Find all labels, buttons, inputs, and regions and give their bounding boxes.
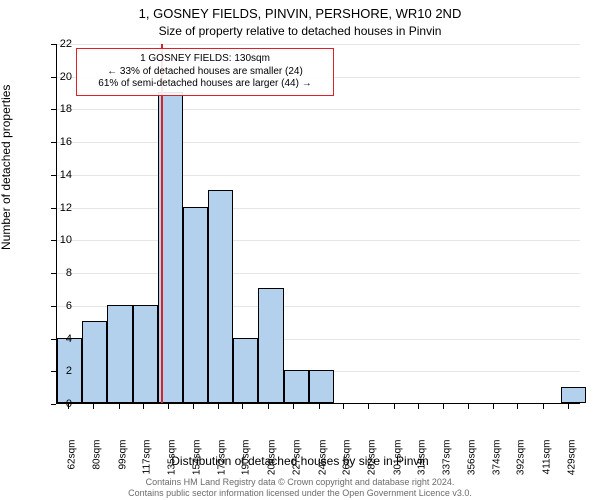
x-tick [443, 404, 444, 409]
histogram-bar [183, 207, 208, 403]
x-tick [368, 404, 369, 409]
x-tick [119, 404, 120, 409]
annotation-box: 1 GOSNEY FIELDS: 130sqm← 33% of detached… [76, 48, 334, 96]
annotation-line: 1 GOSNEY FIELDS: 130sqm [83, 53, 327, 66]
x-tick-label: 99sqm [117, 440, 128, 488]
x-tick [468, 404, 469, 409]
x-tick-label: 319sqm [417, 440, 428, 488]
gridline [57, 240, 580, 241]
gridline [57, 44, 580, 45]
x-tick-label: 172sqm [216, 440, 227, 488]
y-tick-label: 14 [52, 169, 72, 181]
x-tick-label: 337sqm [441, 440, 452, 488]
gridline [57, 273, 580, 274]
x-tick-label: 209sqm [267, 440, 278, 488]
x-tick-label: 264sqm [342, 440, 353, 488]
marker-line [161, 44, 163, 403]
x-tick-label: 117sqm [142, 440, 153, 488]
x-tick [493, 404, 494, 409]
x-tick [293, 404, 294, 409]
histogram-bar [208, 190, 233, 403]
x-tick [394, 404, 395, 409]
x-tick [543, 404, 544, 409]
x-tick-label: 80sqm [91, 440, 102, 488]
x-tick [168, 404, 169, 409]
annotation-line: ← 33% of detached houses are smaller (24… [83, 66, 327, 79]
x-tick [568, 404, 569, 409]
x-tick [218, 404, 219, 409]
histogram-bar [561, 387, 586, 403]
y-tick-label: 6 [52, 300, 72, 312]
x-tick-label: 227sqm [291, 440, 302, 488]
gridline [57, 142, 580, 143]
gridline [57, 109, 580, 110]
y-axis-label: Number of detached properties [0, 85, 13, 250]
y-tick-label: 8 [52, 267, 72, 279]
x-tick [418, 404, 419, 409]
y-tick-label: 22 [52, 38, 72, 50]
x-tick [93, 404, 94, 409]
footer-line2: Contains public sector information licen… [128, 488, 472, 498]
x-tick-label: 392sqm [516, 440, 527, 488]
x-tick-label: 190sqm [241, 440, 252, 488]
gridline [57, 208, 580, 209]
x-tick-label: 246sqm [317, 440, 328, 488]
x-tick [143, 404, 144, 409]
annotation-line: 61% of semi-detached houses are larger (… [83, 78, 327, 91]
histogram-bar [284, 370, 309, 403]
y-tick-label: 20 [52, 71, 72, 83]
histogram-bar [309, 370, 334, 403]
y-tick-label: 2 [52, 365, 72, 377]
x-tick-label: 411sqm [542, 440, 553, 488]
x-tick-label: 135sqm [166, 440, 177, 488]
x-tick-label: 429sqm [566, 440, 577, 488]
x-tick [193, 404, 194, 409]
x-tick-label: 62sqm [67, 440, 78, 488]
x-tick-label: 374sqm [491, 440, 502, 488]
plot-area [56, 44, 580, 404]
x-tick-label: 356sqm [467, 440, 478, 488]
histogram-bar [107, 305, 132, 403]
chart-title-sub: Size of property relative to detached ho… [0, 24, 600, 38]
x-tick [517, 404, 518, 409]
chart-title-main: 1, GOSNEY FIELDS, PINVIN, PERSHORE, WR10… [0, 6, 600, 21]
histogram-bar [133, 305, 158, 403]
x-tick-label: 282sqm [366, 440, 377, 488]
x-tick-label: 154sqm [192, 440, 203, 488]
y-tick-label: 18 [52, 103, 72, 115]
y-tick-label: 16 [52, 136, 72, 148]
y-tick-label: 10 [52, 234, 72, 246]
gridline [57, 175, 580, 176]
y-tick-label: 12 [52, 202, 72, 214]
x-tick [343, 404, 344, 409]
histogram-bar [233, 338, 258, 403]
histogram-bar [258, 288, 283, 403]
x-tick [319, 404, 320, 409]
y-tick-label: 4 [52, 333, 72, 345]
x-tick-label: 301sqm [392, 440, 403, 488]
x-tick [242, 404, 243, 409]
chart-container: 1, GOSNEY FIELDS, PINVIN, PERSHORE, WR10… [0, 0, 600, 500]
x-tick [68, 404, 69, 409]
x-tick [268, 404, 269, 409]
histogram-bar [82, 321, 107, 403]
